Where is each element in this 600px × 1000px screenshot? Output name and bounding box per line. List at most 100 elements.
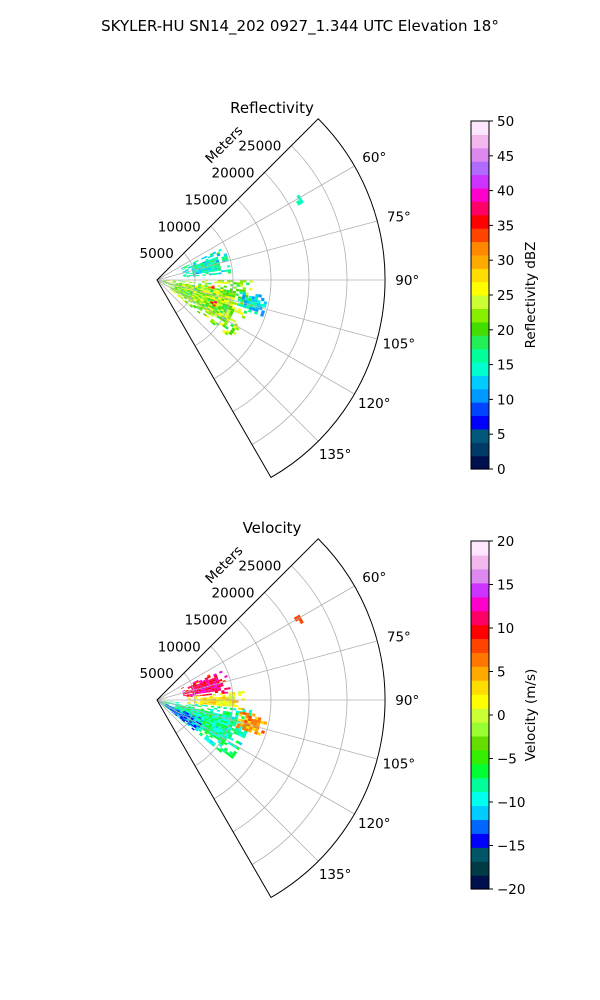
echo-cell — [202, 681, 207, 684]
echo-cell — [189, 712, 193, 715]
colorbar-swatch — [471, 174, 489, 189]
echo-cell — [173, 708, 177, 711]
echo-cell — [244, 294, 249, 298]
echo-cell — [195, 294, 199, 297]
colorbar-tick-label: 10 — [497, 621, 514, 637]
echo-cell — [210, 298, 215, 302]
echo-cell — [215, 713, 220, 716]
radial-tick-label: 10000 — [158, 219, 201, 235]
echo-cell — [166, 701, 170, 702]
echo-cell — [197, 265, 201, 268]
angle-tick-label: 105° — [383, 757, 416, 773]
echo-cell — [248, 709, 253, 713]
echo-cell — [192, 719, 197, 723]
echo-cell — [197, 285, 202, 288]
echo-cell — [187, 721, 192, 725]
echo-cell — [224, 734, 229, 738]
radial-tick-label: 15000 — [185, 612, 228, 628]
echo-cell — [186, 264, 190, 267]
echo-cell — [194, 685, 198, 688]
echo-cell — [213, 674, 218, 678]
echo-cell — [182, 281, 186, 283]
echo-cell — [236, 310, 241, 315]
echo-cell — [213, 302, 217, 306]
echo-cell — [231, 297, 235, 300]
echo-cell — [222, 724, 226, 728]
echo-cell — [296, 200, 301, 206]
echo-cell — [196, 306, 200, 310]
echo-cell — [203, 683, 207, 687]
azimuth-spoke — [156, 279, 378, 340]
echo-cell — [261, 310, 265, 314]
echo-cell — [298, 198, 304, 205]
echo-cell — [217, 307, 222, 311]
echo-cell — [221, 270, 225, 273]
echo-cell — [198, 729, 202, 733]
echo-cell — [202, 293, 207, 296]
echo-cell — [200, 305, 204, 309]
echo-cell — [193, 291, 197, 294]
echo-cell — [179, 717, 183, 721]
echo-cell — [198, 690, 203, 693]
echo-cell — [213, 289, 217, 292]
echo-cell — [185, 719, 190, 722]
echo-cell — [197, 725, 201, 728]
echo-cell — [234, 717, 239, 721]
echo-cell — [211, 725, 215, 729]
echo-cell — [176, 715, 180, 719]
echo-cell — [210, 306, 215, 310]
echo-cell — [231, 727, 235, 732]
echo-cell — [227, 280, 231, 282]
echo-cell — [190, 303, 194, 307]
echo-cell — [219, 696, 223, 699]
echo-cell — [225, 713, 230, 716]
echo-cell — [190, 265, 195, 268]
echo-cell — [186, 275, 190, 277]
colorbar-swatch — [471, 268, 489, 283]
echo-cell — [174, 288, 178, 291]
echo-cell — [221, 726, 226, 730]
echo-cell — [186, 718, 190, 721]
echo-cell — [216, 702, 220, 704]
echo-cell — [181, 705, 186, 707]
echo-cell — [213, 707, 218, 710]
echo-cell — [206, 711, 210, 714]
echo-cell — [206, 291, 210, 294]
echo-cell — [225, 293, 229, 297]
echo-cell — [222, 324, 227, 328]
echo-cell — [202, 728, 206, 732]
echo-cell — [196, 711, 200, 714]
echo-cell — [174, 707, 178, 710]
echo-cell — [162, 703, 165, 706]
echo-cell — [203, 737, 208, 741]
echo-cell — [230, 329, 235, 334]
echo-cell — [231, 694, 236, 697]
colorbar-tick-label: 5 — [497, 427, 506, 443]
radial-tick-label: 25000 — [238, 139, 281, 155]
echo-cell — [212, 693, 216, 696]
echo-cell — [185, 284, 189, 286]
echo-cell — [191, 715, 195, 718]
echo-cell — [246, 282, 250, 286]
echo-cell — [242, 289, 246, 293]
echo-cell — [172, 280, 177, 282]
echo-cell — [182, 690, 186, 692]
echo-cell — [213, 719, 218, 723]
echo-cell — [253, 722, 258, 726]
echo-cell — [189, 291, 194, 294]
echo-cell — [205, 730, 209, 734]
echo-cell — [226, 289, 230, 293]
echo-cell — [207, 265, 211, 269]
echo-cell — [296, 194, 302, 201]
echo-cell — [191, 296, 195, 299]
echo-cell — [207, 297, 212, 301]
echo-cell — [237, 707, 242, 710]
colorbar-swatch — [471, 187, 489, 202]
echo-cell — [220, 719, 225, 723]
echo-cell — [237, 296, 242, 300]
echo-cell — [204, 284, 208, 286]
echo-cell — [240, 280, 244, 283]
echo-cell — [166, 701, 170, 703]
echo-cell — [168, 284, 173, 286]
colorbar-swatch — [471, 295, 489, 309]
